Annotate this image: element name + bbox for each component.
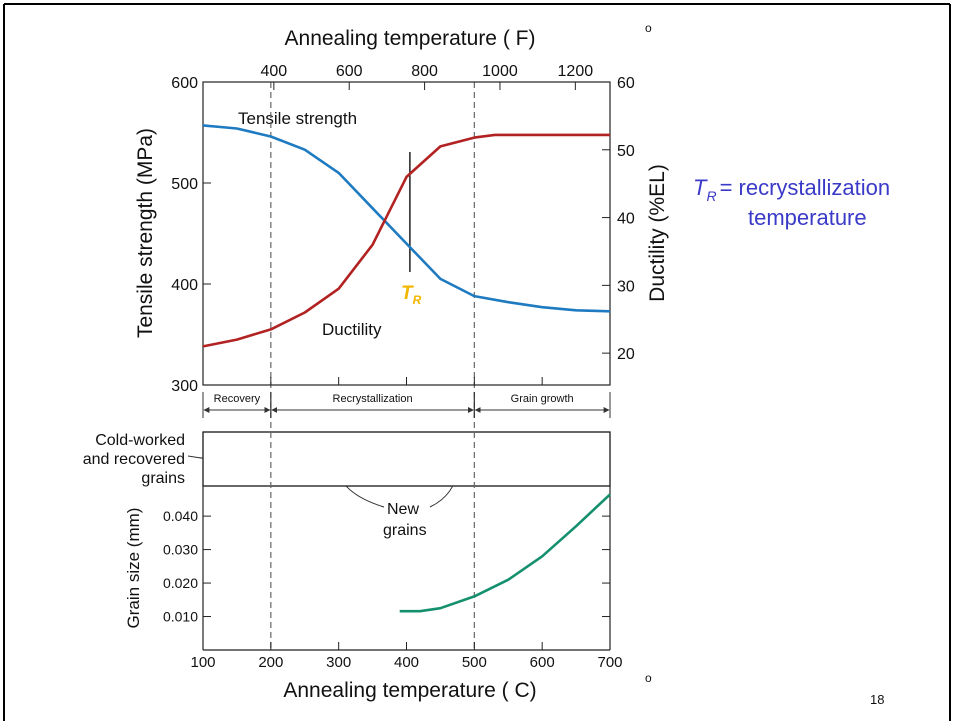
note-symbol: T [693, 175, 708, 200]
grain [360, 485, 368, 486]
x-tick-label: 600 [530, 654, 555, 671]
degree-mark: o [645, 671, 652, 685]
note: TR = recrystallization [693, 175, 890, 204]
series-label: Tensile strength [238, 109, 357, 128]
top-axis-title: Annealing temperature ( F) [285, 27, 536, 50]
note-text: temperature [748, 205, 867, 230]
x2-tick-label: 400 [260, 63, 287, 80]
y2-tick-label: 30 [617, 278, 635, 295]
y-tick-label: 400 [171, 277, 198, 294]
tr-symbol: T [401, 283, 414, 304]
y-axis-title: Tensile strength (MPa) [134, 128, 157, 338]
region-label: Recrystallization [333, 393, 413, 405]
y-tick-label: 0.030 [163, 542, 198, 558]
note-text: = recrystallization [720, 175, 891, 200]
tr-subscript: R [413, 293, 422, 307]
x-tick-label: 100 [190, 654, 215, 671]
x2-tick-label: 1000 [482, 63, 518, 80]
y-axis-title: Grain size (mm) [124, 508, 143, 629]
degree-mark: o [645, 21, 652, 35]
x-tick-label: 700 [597, 654, 622, 671]
y2-tick-label: 40 [617, 211, 635, 228]
x-tick-label: 500 [462, 654, 487, 671]
x-tick-label: 200 [258, 654, 283, 671]
x-axis-title: Annealing temperature ( C) [283, 679, 536, 702]
series-line [202, 133, 610, 348]
y2-tick-label: 50 [617, 143, 635, 160]
micrograph-frame [202, 431, 611, 487]
region-label: Recovery [214, 393, 261, 405]
series-line [202, 124, 611, 313]
y-tick-label: 0.010 [163, 609, 198, 625]
micrograph-label: and recovered [83, 451, 185, 468]
micrograph-border [202, 431, 611, 487]
y2-tick-label: 20 [617, 346, 635, 363]
series-label: Ductility [322, 320, 382, 339]
grain [293, 487, 300, 493]
note-subscript: R [706, 188, 716, 204]
y-tick-label: 600 [171, 75, 198, 92]
grain [608, 463, 610, 479]
y-tick-label: 0.040 [163, 508, 198, 524]
page-number: 18 [870, 692, 884, 707]
y2-tick-label: 60 [617, 75, 635, 92]
tr-label: TR [401, 283, 422, 307]
x2-tick-label: 1200 [558, 63, 594, 80]
series-line [399, 493, 611, 613]
y-tick-label: 500 [171, 176, 198, 193]
x-tick-label: 300 [326, 654, 351, 671]
y2-axis-title: Ductility (%EL) [646, 164, 669, 302]
y-tick-label: 300 [171, 378, 198, 395]
region-label: Grain growth [511, 393, 574, 405]
x-tick-label: 400 [394, 654, 419, 671]
x2-tick-label: 800 [411, 63, 438, 80]
y-tick-label: 0.020 [163, 575, 198, 591]
micrograph-label: Cold-worked [95, 432, 185, 449]
micrograph-label: New [387, 501, 419, 518]
micrograph-label: grains [141, 470, 185, 487]
x2-tick-label: 600 [336, 63, 363, 80]
micrograph-label: grains [383, 522, 427, 539]
